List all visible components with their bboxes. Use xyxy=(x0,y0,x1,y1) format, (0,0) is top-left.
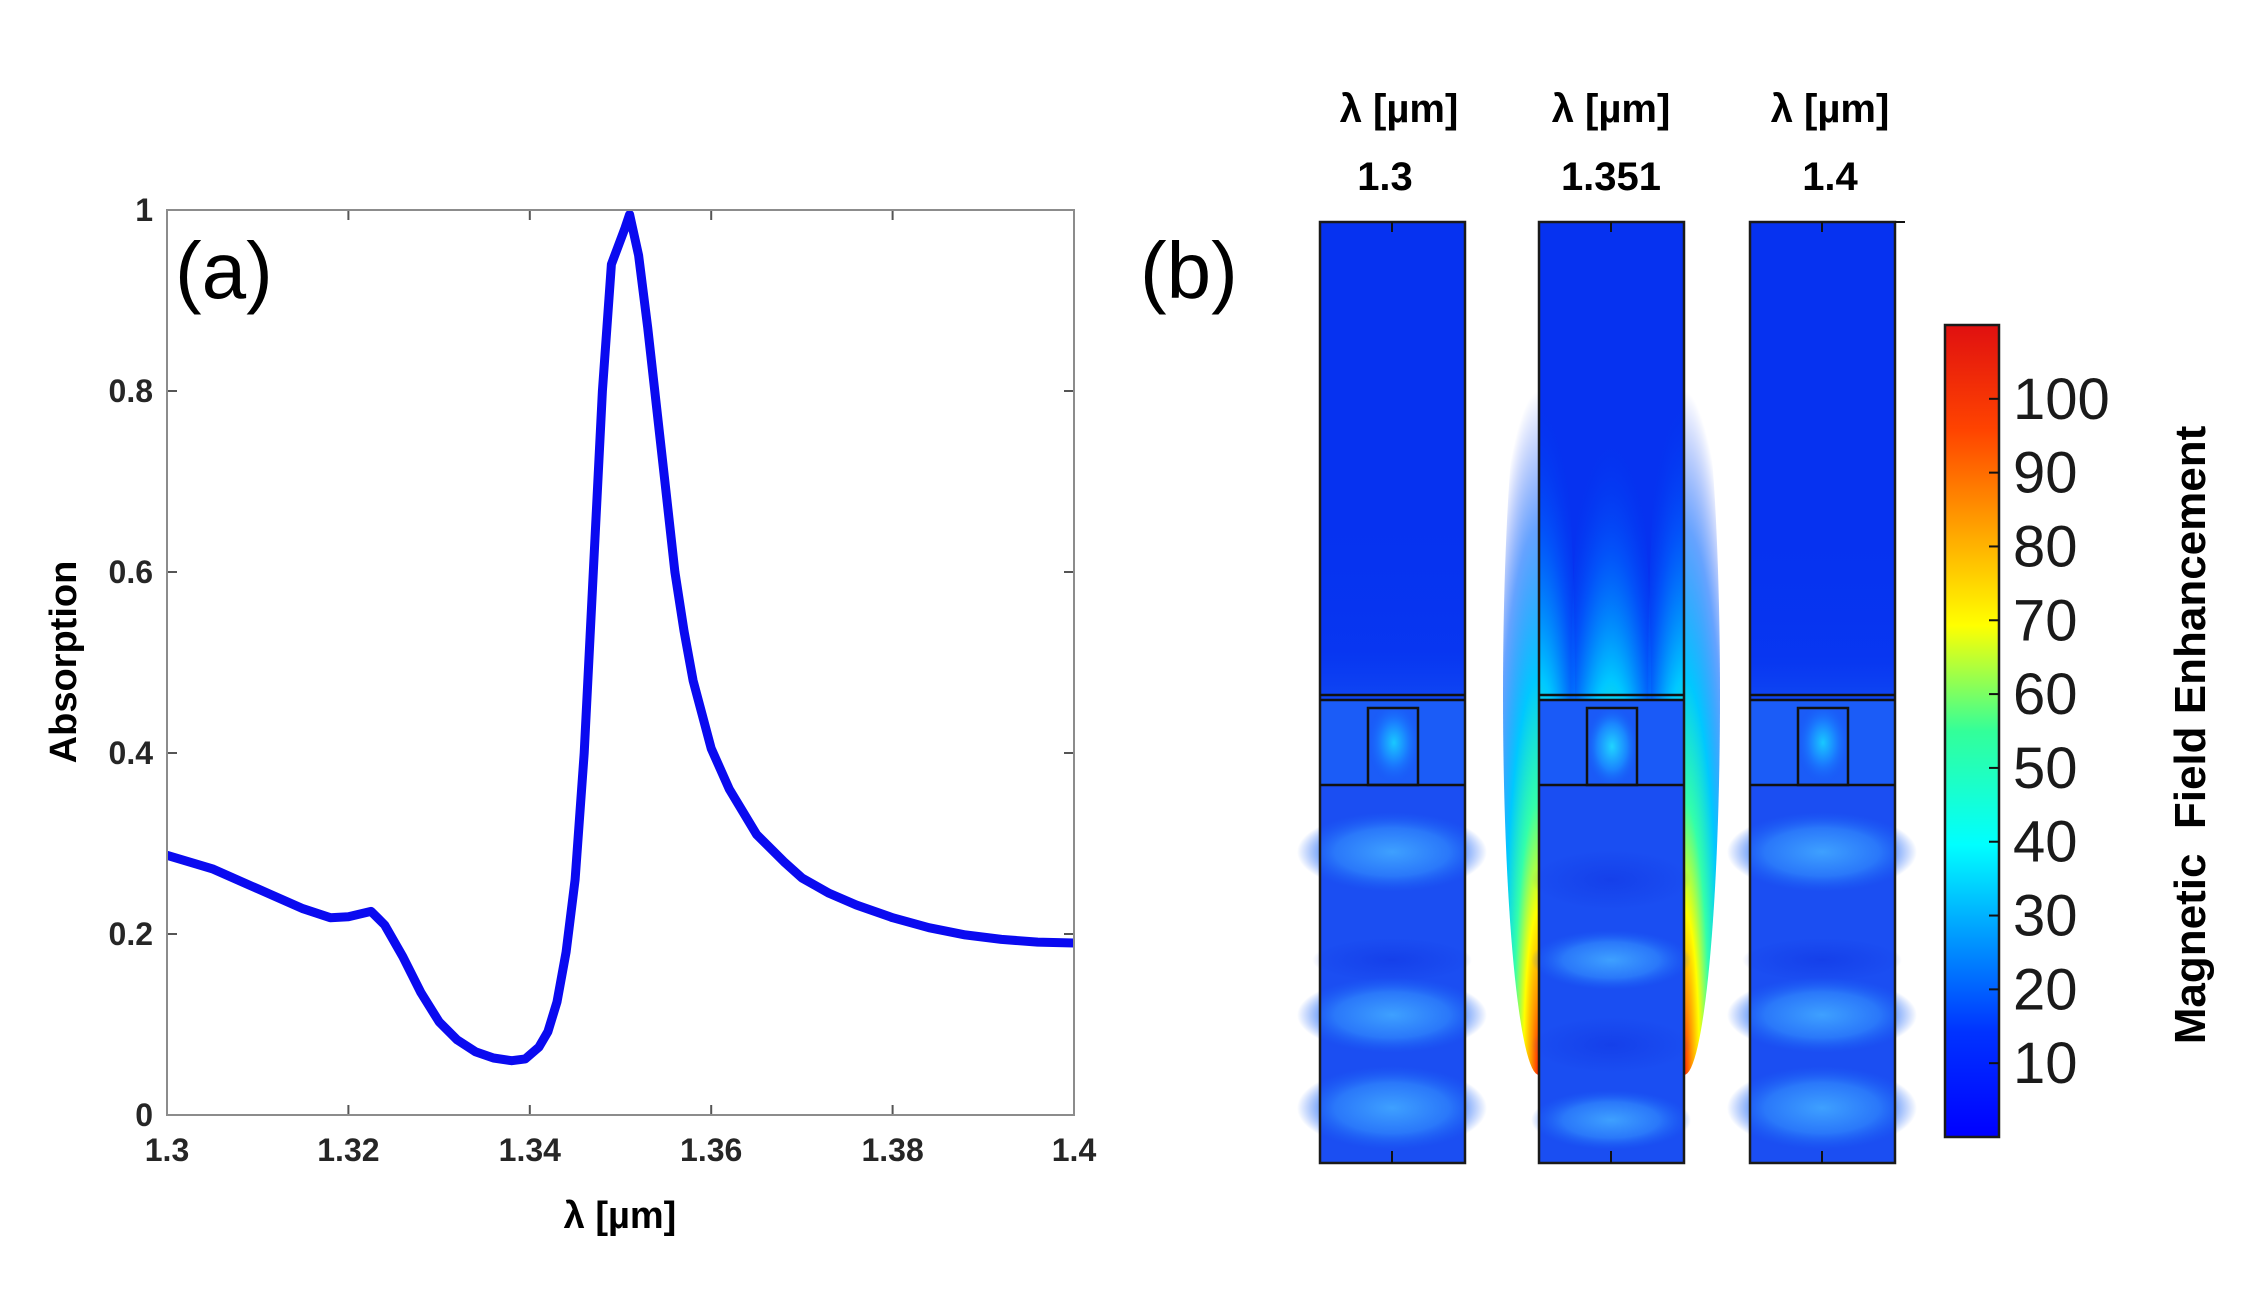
map-1-wavelength: 1.3 xyxy=(1357,155,1413,199)
map-3-wavelength: 1.4 xyxy=(1802,155,1858,199)
y-tick-label: 1 xyxy=(135,192,153,228)
x-tick-label: 1.4 xyxy=(1052,1132,1097,1168)
map-3-header: λ [µm] xyxy=(1771,87,1890,131)
y-tick-label: 0.4 xyxy=(109,735,154,771)
colorbar-tick-label: 70 xyxy=(2013,588,2078,653)
x-tick-label: 1.36 xyxy=(680,1132,742,1168)
colorbar-tick-label: 50 xyxy=(2013,736,2078,801)
x-axis-title: λ [µm] xyxy=(564,1195,677,1237)
panel-label-b: (b) xyxy=(1140,226,1238,315)
field-map-2-fringes xyxy=(1531,850,1691,1150)
map-1-header: λ [µm] xyxy=(1340,87,1459,131)
panel-label-a: (a) xyxy=(175,226,273,315)
field-map-1-fringes xyxy=(1297,812,1487,1150)
x-tick-label: 1.32 xyxy=(317,1132,379,1168)
x-tick-label: 1.3 xyxy=(145,1132,189,1168)
colorbar-gradient xyxy=(1943,323,2001,1139)
colorbar-tick-label: 90 xyxy=(2013,441,2078,506)
x-axis-ticks: 1.3 1.32 1.34 1.36 1.38 1.4 xyxy=(145,1132,1097,1168)
y-axis-title: Absorption xyxy=(43,561,85,764)
field-map-2: λ [µm] 1.351 xyxy=(1503,87,1720,1165)
colorbar: 10 20 30 40 50 60 70 80 90 100 Magnetic Field Enh… xyxy=(1943,323,2215,1139)
y-tick-label: 0.6 xyxy=(109,554,153,590)
y-tick-label: 0 xyxy=(135,1097,153,1133)
colorbar-tick-label: 100 xyxy=(2013,367,2110,432)
colorbar-tick-label: 20 xyxy=(2013,957,2078,1022)
field-map-3-fringes xyxy=(1727,812,1917,1150)
map-2-header: λ [µm] xyxy=(1552,87,1671,131)
field-maps-panel: (b) λ [µm] 1.3 λ [µm] xyxy=(1140,87,2215,1165)
colorbar-tick-label: 10 xyxy=(2013,1031,2078,1096)
x-tick-label: 1.38 xyxy=(861,1132,923,1168)
colorbar-tick-label: 60 xyxy=(2013,662,2078,727)
colorbar-ticks: 10 20 30 40 50 60 70 80 90 100 xyxy=(1989,367,2110,1096)
x-tick-label: 1.34 xyxy=(499,1132,561,1168)
colorbar-tick-label: 80 xyxy=(2013,514,2078,579)
field-map-1: λ [µm] 1.3 xyxy=(1297,87,1487,1165)
map-2-wavelength: 1.351 xyxy=(1561,155,1661,199)
y-tick-label: 0.2 xyxy=(109,916,153,952)
field-map-3: λ [µm] 1.4 xyxy=(1727,87,1917,1165)
colorbar-tick-label: 40 xyxy=(2013,810,2078,875)
plot-frame xyxy=(166,209,1075,1116)
y-tick-label: 0.8 xyxy=(109,373,153,409)
colorbar-title: Magnetic Field Enhancement xyxy=(2166,425,2215,1044)
absorption-series-line xyxy=(167,210,1074,1066)
absorption-chart: (a) 00.20.40.60.81 1.3 1.32 1.34 1.36 1.38 1.… xyxy=(43,192,1096,1237)
colorbar-tick-label: 30 xyxy=(2013,884,2078,949)
